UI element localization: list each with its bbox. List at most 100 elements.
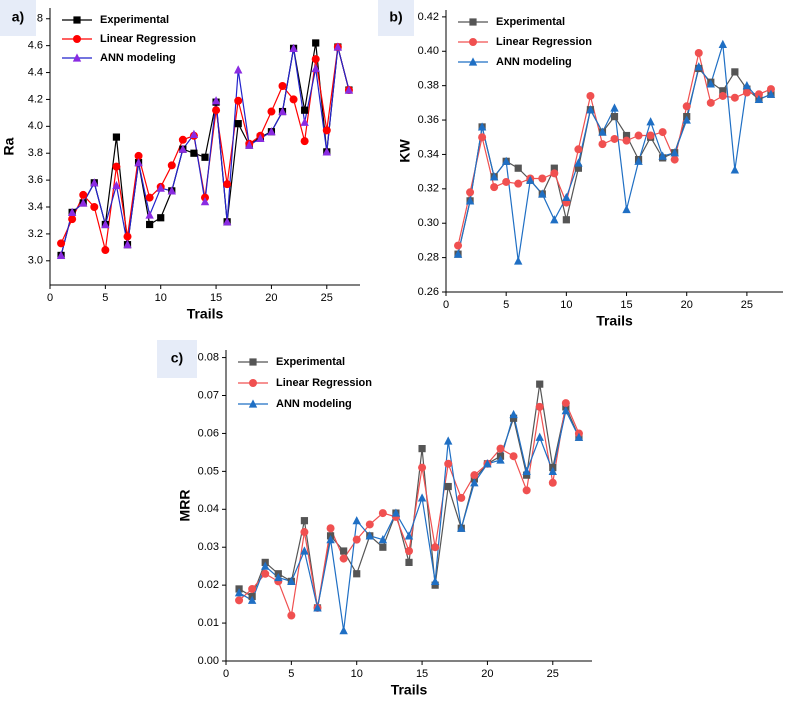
marker	[514, 179, 523, 188]
marker	[731, 68, 739, 76]
legend-marker	[73, 35, 81, 43]
marker	[311, 55, 320, 64]
y-tick-label: 0.00	[198, 655, 219, 667]
marker	[234, 588, 244, 597]
marker	[477, 122, 487, 131]
marker	[200, 197, 210, 206]
marker	[634, 156, 643, 165]
marker	[574, 158, 583, 167]
marker	[509, 409, 518, 419]
panel-label: c)	[171, 350, 183, 366]
marker	[339, 554, 348, 563]
x-axis-label: Trails	[187, 306, 224, 322]
marker	[730, 165, 740, 174]
x-tick-label: 0	[47, 292, 53, 304]
marker	[112, 180, 121, 190]
panel-label-box	[378, 0, 414, 36]
marker	[622, 136, 631, 145]
marker	[261, 569, 270, 578]
x-tick-label: 25	[321, 292, 333, 304]
legend-label: Linear Regression	[276, 377, 372, 389]
x-tick-label: 20	[265, 292, 277, 304]
marker	[278, 106, 287, 116]
marker	[287, 611, 296, 620]
x-tick-label: 10	[155, 292, 167, 304]
y-axis-label: Ra	[1, 137, 17, 155]
marker	[766, 89, 776, 98]
x-tick-label: 25	[547, 668, 559, 680]
marker	[67, 207, 77, 216]
marker	[622, 131, 631, 140]
marker	[123, 240, 132, 249]
x-tick-label: 10	[351, 668, 363, 680]
marker	[706, 79, 715, 88]
marker	[562, 216, 570, 224]
marker	[694, 62, 703, 71]
marker	[670, 148, 679, 157]
marker	[201, 153, 209, 161]
marker	[300, 137, 309, 146]
marker	[598, 140, 607, 149]
y-tick-label: 4.6	[28, 40, 43, 52]
marker	[610, 134, 619, 143]
marker	[430, 576, 440, 585]
legend-label: Experimental	[276, 356, 345, 368]
marker	[466, 188, 475, 197]
marker	[754, 90, 763, 99]
y-axis-label: KW	[397, 139, 413, 163]
marker	[548, 466, 557, 475]
marker	[312, 39, 320, 47]
marker	[478, 133, 487, 142]
marker	[550, 164, 558, 172]
marker	[178, 144, 188, 153]
legend-marker	[249, 358, 257, 366]
marker	[718, 91, 727, 100]
y-tick-label: 0.40	[418, 45, 439, 57]
marker	[274, 572, 283, 582]
legend-label: ANN modeling	[100, 52, 176, 64]
marker	[610, 113, 619, 121]
x-tick-label: 0	[443, 299, 449, 311]
marker	[311, 63, 320, 73]
marker	[156, 183, 165, 192]
marker	[300, 546, 309, 555]
marker	[145, 210, 154, 219]
marker	[742, 88, 751, 97]
y-tick-label: 0.42	[418, 11, 439, 23]
marker	[344, 85, 354, 94]
marker	[289, 95, 298, 104]
marker	[574, 164, 582, 172]
marker	[535, 432, 544, 441]
y-tick-label: 4.2	[28, 93, 43, 105]
marker	[514, 164, 522, 172]
marker	[223, 180, 232, 189]
marker	[56, 250, 66, 260]
panel-label: b)	[389, 9, 402, 25]
y-tick-label: 0.32	[418, 183, 439, 195]
y-tick-label: 3.4	[28, 201, 43, 213]
marker	[706, 98, 715, 107]
marker	[470, 478, 479, 487]
marker	[189, 129, 199, 138]
marker	[550, 169, 559, 178]
marker	[694, 48, 703, 57]
marker	[483, 459, 492, 468]
y-tick-label: 0.06	[198, 427, 219, 439]
marker	[405, 547, 413, 556]
marker	[391, 508, 401, 517]
legend-marker	[248, 399, 258, 408]
legend-marker	[469, 18, 477, 26]
marker	[742, 81, 752, 90]
marker	[90, 203, 99, 212]
marker	[646, 117, 655, 126]
marker	[352, 516, 361, 525]
marker	[522, 486, 531, 495]
y-tick-label: 0.08	[198, 351, 219, 363]
marker	[352, 535, 361, 544]
marker	[501, 156, 511, 165]
x-tick-label: 10	[560, 299, 572, 311]
marker	[646, 131, 655, 140]
marker	[574, 432, 584, 441]
marker	[454, 241, 463, 250]
